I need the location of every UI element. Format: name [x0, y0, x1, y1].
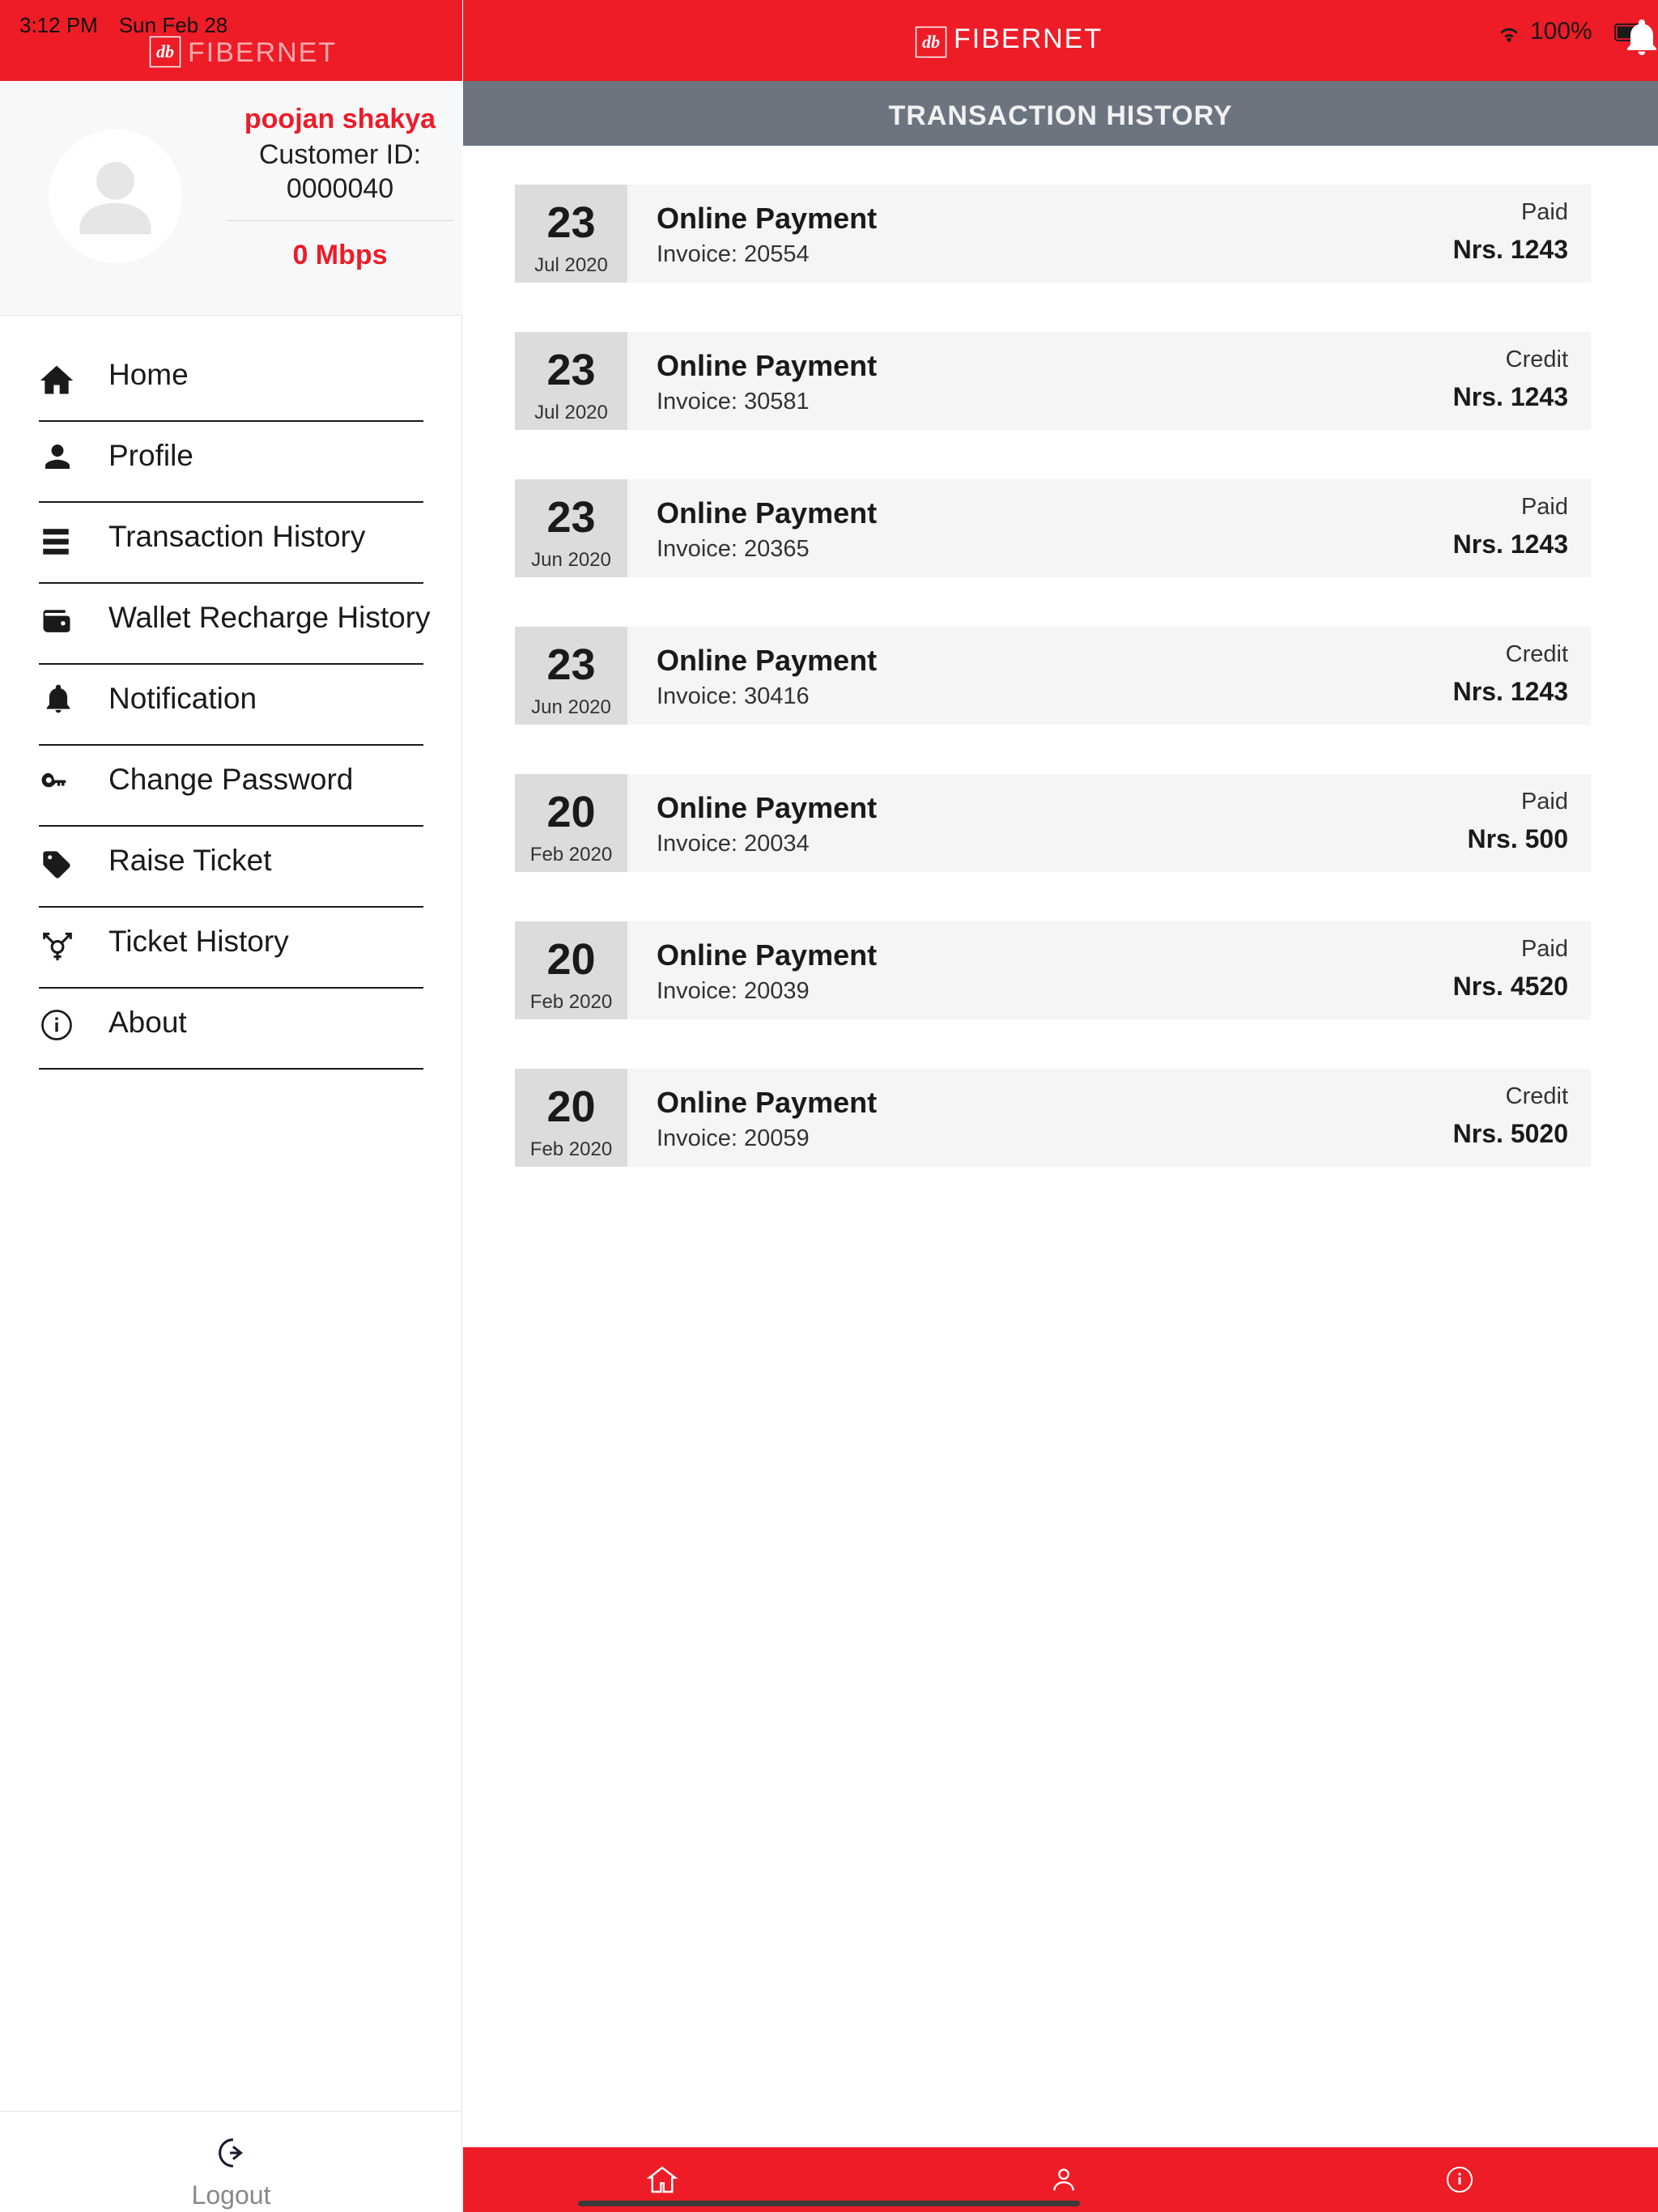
svg-text:db: db: [156, 41, 174, 62]
svg-text:db: db: [922, 32, 940, 52]
